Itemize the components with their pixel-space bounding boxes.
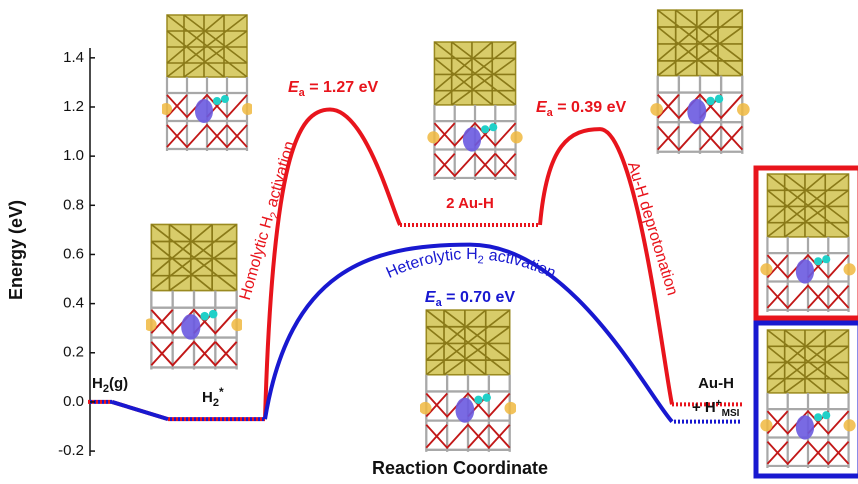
state-label: + H+MSI <box>692 398 740 419</box>
barrier-label: Ea = 0.39 eV <box>536 99 627 119</box>
y-tick-label: -0.2 <box>58 442 84 459</box>
plot-area <box>88 107 742 424</box>
label-part: 2 <box>477 254 484 266</box>
energy-path <box>469 242 674 423</box>
state-label: H2(g) <box>92 375 128 395</box>
label-part: a <box>547 107 554 119</box>
label-part: a <box>436 297 443 309</box>
highlight-box <box>753 165 858 321</box>
y-tick-label: 0.0 <box>63 393 84 410</box>
energy-path <box>111 400 169 422</box>
y-tick-label: 0.8 <box>63 196 84 213</box>
y-tick-label: 0.6 <box>63 245 84 262</box>
label-part: 2 <box>103 383 109 395</box>
label-part: = 1.27 eV <box>305 79 379 96</box>
y-tick-label: 0.2 <box>63 344 84 361</box>
y-tick-label: 1.2 <box>63 98 84 115</box>
label-part: E <box>536 99 548 116</box>
structure-image <box>162 13 252 153</box>
label-part: 2 <box>268 211 281 220</box>
label-part: = 0.39 eV <box>553 99 627 116</box>
structure-image <box>760 172 856 314</box>
label-part: E <box>425 289 437 306</box>
structure-image <box>146 223 242 371</box>
structure-image <box>426 40 524 182</box>
label-part: activation <box>483 247 558 283</box>
x-axis-title: Reaction Coordinate <box>372 458 548 478</box>
path-label: Homolytic H2 activation <box>237 139 302 303</box>
label-part: + <box>716 398 722 409</box>
highlight-box <box>753 320 858 479</box>
label-part: = 0.70 eV <box>442 289 516 306</box>
label-part: E <box>288 79 300 96</box>
label-part: MSI <box>722 408 740 419</box>
state-label: Au-H <box>698 375 734 392</box>
energy-path <box>329 107 402 226</box>
state-label: 2 Au-H <box>446 195 494 212</box>
label-part: H <box>92 375 103 392</box>
label-path: Heterolytic H2 activation <box>384 246 559 282</box>
path-label: Heterolytic H2 activation <box>384 246 559 282</box>
energy-path <box>599 127 674 405</box>
state-label: H2* <box>202 385 224 409</box>
label-part: a <box>299 87 306 99</box>
barrier-label: Ea = 0.70 eV <box>425 289 516 309</box>
energy-path <box>263 242 471 420</box>
y-tick-label: 1.0 <box>63 147 84 164</box>
structure-image <box>760 328 856 470</box>
structure-image <box>650 8 750 156</box>
y-tick-label: 0.4 <box>63 295 84 312</box>
label-part: 2 <box>213 397 219 409</box>
energy-path <box>538 127 601 226</box>
y-tick-label: 1.4 <box>63 49 84 66</box>
label-part: + H <box>692 399 716 416</box>
structure-image <box>420 308 516 454</box>
label-part: (g) <box>109 375 128 392</box>
label-part: H <box>202 389 213 406</box>
y-axis-title: Energy (eV) <box>6 200 26 300</box>
label-part: activation <box>262 139 298 213</box>
label-part: * <box>219 385 224 399</box>
barrier-label: Ea = 1.27 eV <box>288 79 379 99</box>
energy-path <box>263 107 331 420</box>
